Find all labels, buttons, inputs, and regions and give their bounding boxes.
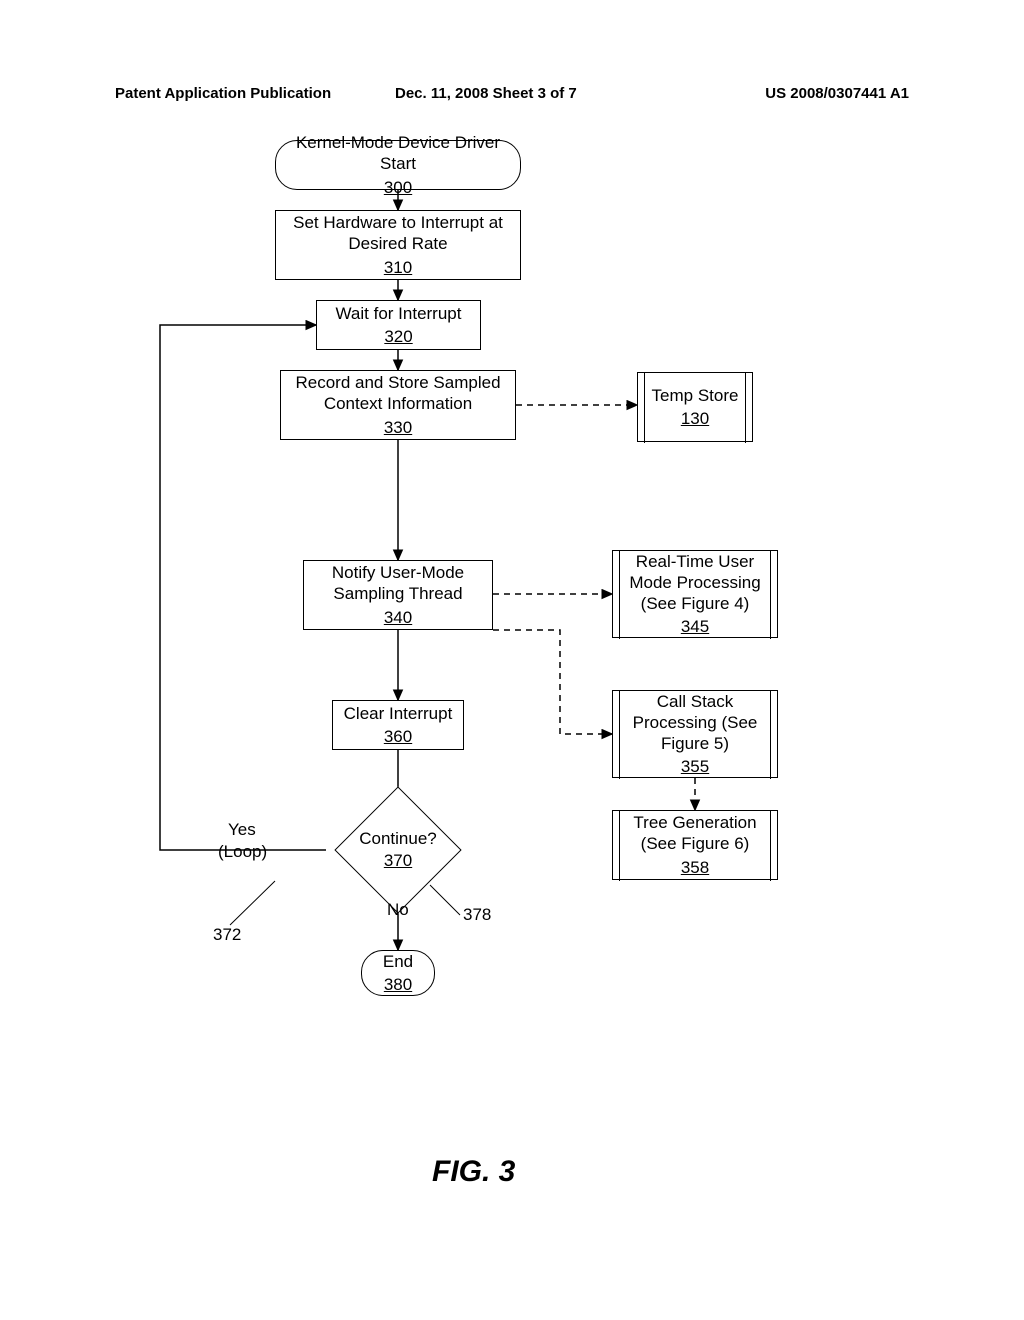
flowchart-lines bbox=[0, 130, 1024, 1180]
node-process-330: Record and Store Sampled Context Informa… bbox=[280, 370, 516, 440]
header-pubnum: US 2008/0307441 A1 bbox=[765, 85, 909, 102]
node-310-text: Set Hardware to Interrupt at Desired Rat… bbox=[284, 212, 512, 255]
label-no: No bbox=[387, 900, 409, 920]
header-publication: Patent Application Publication bbox=[115, 85, 331, 102]
label-372: 372 bbox=[213, 925, 241, 945]
node-345-ref: 345 bbox=[681, 616, 709, 637]
node-380-ref: 380 bbox=[384, 974, 412, 995]
node-end-380: End 380 bbox=[361, 950, 435, 996]
node-300-ref: 300 bbox=[384, 177, 412, 198]
node-355-ref: 355 bbox=[681, 756, 709, 777]
node-340-ref: 340 bbox=[384, 607, 412, 628]
figure-caption: FIG. 3 bbox=[432, 1155, 515, 1189]
node-340-text: Notify User-Mode Sampling Thread bbox=[312, 562, 484, 605]
label-loop: (Loop) bbox=[218, 842, 267, 862]
node-360-text: Clear Interrupt bbox=[344, 703, 453, 724]
node-320-ref: 320 bbox=[384, 326, 412, 347]
header-date-sheet: Dec. 11, 2008 Sheet 3 of 7 bbox=[395, 85, 577, 102]
node-330-text: Record and Store Sampled Context Informa… bbox=[289, 372, 507, 415]
node-130-text: Temp Store bbox=[652, 385, 739, 406]
node-process-320: Wait for Interrupt 320 bbox=[316, 300, 481, 350]
flowchart-canvas: Kernel-Mode Device Driver Start 300 Set … bbox=[0, 130, 1024, 1180]
node-subprocess-345: Real-Time User Mode Processing (See Figu… bbox=[612, 550, 778, 638]
node-300-text: Kernel-Mode Device Driver Start bbox=[284, 132, 512, 175]
label-378: 378 bbox=[463, 905, 491, 925]
node-310-ref: 310 bbox=[384, 257, 412, 278]
node-decision-370: Continue? 370 bbox=[334, 786, 461, 913]
node-380-text: End bbox=[383, 951, 413, 972]
node-358-text: Tree Generation (See Figure 6) bbox=[621, 812, 769, 855]
node-358-ref: 358 bbox=[681, 857, 709, 878]
node-320-text: Wait for Interrupt bbox=[336, 303, 462, 324]
node-subprocess-355: Call Stack Processing (See Figure 5) 355 bbox=[612, 690, 778, 778]
node-subprocess-358: Tree Generation (See Figure 6) 358 bbox=[612, 810, 778, 880]
node-130-ref: 130 bbox=[681, 408, 709, 429]
node-345-text: Real-Time User Mode Processing (See Figu… bbox=[621, 551, 769, 615]
node-360-ref: 360 bbox=[384, 726, 412, 747]
node-process-310: Set Hardware to Interrupt at Desired Rat… bbox=[275, 210, 521, 280]
node-330-ref: 330 bbox=[384, 417, 412, 438]
node-process-340: Notify User-Mode Sampling Thread 340 bbox=[303, 560, 493, 630]
node-process-360: Clear Interrupt 360 bbox=[332, 700, 464, 750]
node-355-text: Call Stack Processing (See Figure 5) bbox=[621, 691, 769, 755]
node-start-300: Kernel-Mode Device Driver Start 300 bbox=[275, 140, 521, 190]
node-subprocess-130: Temp Store 130 bbox=[637, 372, 753, 442]
label-yes: Yes bbox=[228, 820, 256, 840]
node-370-ref: 370 bbox=[384, 851, 412, 871]
node-370-text: Continue? bbox=[359, 829, 437, 849]
